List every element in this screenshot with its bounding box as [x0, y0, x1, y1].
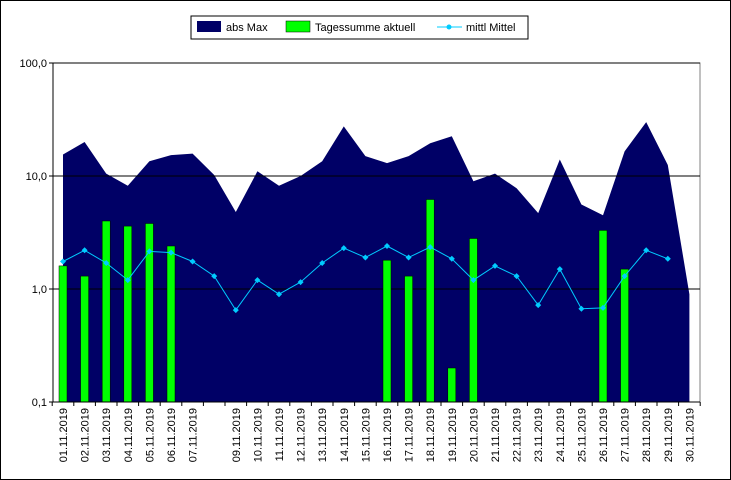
marker-mittl-mittel [384, 243, 390, 249]
marker-mittl-mittel [643, 247, 650, 254]
x-tick-label: 13.11.2019 [317, 408, 329, 462]
marker-mittl-mittel [146, 248, 153, 255]
x-tick-label: 15.11.2019 [360, 408, 372, 462]
x-tick-label: 27.11.2019 [620, 408, 632, 462]
x-tick-label: 07.11.2019 [188, 408, 200, 462]
y-tick-label: 0,1 [32, 397, 47, 409]
x-tick-label: 21.11.2019 [490, 408, 502, 462]
x-tick-label: 06.11.2019 [166, 408, 178, 462]
legend-swatch-abs-max [197, 21, 221, 32]
marker-mittl-mittel [124, 277, 131, 284]
marker-mittl-mittel [232, 307, 239, 314]
legend-label-tagessumme: Tagessumme aktuell [315, 22, 415, 34]
x-tick-label: 09.11.2019 [231, 408, 243, 462]
x-tick-label: 05.11.2019 [144, 408, 156, 462]
bar-tagessumme [382, 259, 392, 403]
bar-tagessumme [123, 225, 133, 403]
y-tick-label: 10,0 [26, 171, 47, 183]
x-tick-label: 22.11.2019 [512, 408, 524, 462]
x-tick-label: 26.11.2019 [598, 408, 610, 462]
x-tick-label: 23.11.2019 [533, 408, 545, 462]
x-tick-label: 30.11.2019 [684, 408, 696, 462]
x-tick-label: 12.11.2019 [296, 408, 308, 462]
marker-mittl-mittel [513, 273, 520, 280]
marker-mittl-mittel [492, 262, 498, 269]
legend: abs Max Tagessumme aktuell mittl Mittel [190, 15, 529, 40]
x-tick-label: 02.11.2019 [80, 408, 92, 462]
marker-mittl-mittel [427, 244, 434, 251]
marker-mittl-mittel [168, 249, 174, 256]
marker-mittl-mittel [340, 245, 347, 252]
bar-tagessumme [447, 367, 457, 403]
legend-box [190, 15, 529, 40]
marker-mittl-mittel [60, 258, 66, 265]
marker-mittl-mittel [81, 247, 88, 254]
x-tick-label: 14.11.2019 [339, 408, 351, 462]
legend-label-mittl-mittel: mittl Mittel [466, 22, 516, 34]
x-tick-label: 20.11.2019 [468, 408, 480, 462]
marker-mittl-mittel [254, 277, 261, 284]
marker-mittl-mittel [448, 255, 455, 262]
bar-tagessumme [58, 265, 68, 403]
marker-mittl-mittel [405, 254, 412, 261]
marker-mittl-mittel [103, 260, 110, 266]
marker-mittl-mittel [276, 291, 282, 298]
marker-mittl-mittel [189, 258, 196, 265]
x-tick-label: 24.11.2019 [555, 408, 567, 462]
y-tick-label: 1,0 [32, 284, 47, 296]
bar-tagessumme [166, 245, 176, 403]
x-tick-label: 25.11.2019 [576, 408, 588, 462]
x-tick-label: 18.11.2019 [425, 408, 437, 462]
bar-tagessumme [469, 238, 478, 403]
area-abs-max [63, 122, 690, 402]
x-tick-label: 11.11.2019 [274, 408, 286, 461]
bar-tagessumme [425, 199, 435, 403]
bar-tagessumme [598, 230, 608, 403]
marker-mittl-mittel [621, 273, 628, 280]
marker-mittl-mittel [578, 305, 585, 312]
marker-mittl-mittel [297, 279, 304, 286]
x-tick-label: 10.11.2019 [252, 408, 264, 462]
marker-mittl-mittel [535, 302, 542, 309]
legend-label-abs-max: abs Max [226, 22, 268, 34]
x-tick-label: 03.11.2019 [101, 408, 113, 462]
x-tick-label: 04.11.2019 [123, 408, 135, 462]
marker-mittl-mittel [664, 255, 671, 262]
bar-tagessumme [620, 268, 629, 403]
x-tick-label: 28.11.2019 [641, 408, 653, 462]
x-tick-label: 29.11.2019 [663, 408, 675, 462]
x-tick-label: 19.11.2019 [447, 408, 459, 462]
y-tick-label: 100,0 [19, 58, 47, 70]
marker-mittl-mittel [470, 277, 477, 284]
marker-mittl-mittel [600, 304, 606, 311]
x-tick-label: 17.11.2019 [404, 408, 416, 462]
marker-mittl-mittel [211, 273, 218, 280]
x-tick-label: 16.11.2019 [382, 408, 394, 462]
marker-mittl-mittel [556, 266, 563, 273]
x-tick-label: 01.11.2019 [58, 408, 70, 462]
marker-mittl-mittel [319, 260, 326, 266]
marker-mittl-mittel [362, 254, 369, 261]
bar-tagessumme [80, 275, 89, 403]
bar-tagessumme [101, 220, 111, 403]
legend-marker-mittl-mittel [446, 24, 452, 30]
bar-tagessumme [404, 275, 413, 403]
legend-swatch-tagessumme [285, 20, 311, 33]
